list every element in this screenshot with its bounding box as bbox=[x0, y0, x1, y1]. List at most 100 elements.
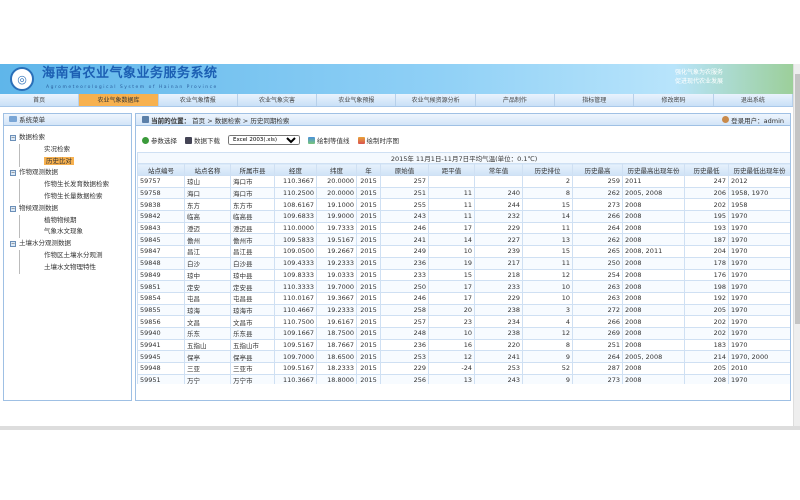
menu-item[interactable]: 作物生长量数据检索 bbox=[19, 190, 131, 203]
table-row[interactable]: 59855 琼海 琼海市 110.4667 19.2333 2015 258 20 238 3 27… bbox=[137, 303, 790, 317]
table-row[interactable]: 59849 琼中 琼中县 109.8333 19.0333 2015 233 15 218 12 2… bbox=[137, 268, 790, 282]
table-row[interactable]: 59854 屯昌 屯昌县 110.0167 19.3667 2015 246 17 229 10 2… bbox=[137, 291, 790, 305]
format-select[interactable]: Excel 2003(.xls) bbox=[228, 135, 300, 145]
table-row[interactable]: 59851 定安 定安县 110.3333 19.7000 2015 250 17 233 10 2… bbox=[137, 280, 790, 293]
table-cell: 琼海 bbox=[184, 303, 231, 317]
current-user: 登录用户：admin bbox=[731, 116, 784, 125]
table-cell: 258 bbox=[380, 303, 429, 317]
table-row[interactable]: 59945 保亭 保亭县 109.7000 18.6500 2015 253 12 241 9 26… bbox=[137, 350, 790, 363]
table-cell: 2015 bbox=[356, 280, 381, 293]
table-row[interactable]: 59941 五指山 五指山市 109.5167 18.7667 2015 236 16 220 8… bbox=[137, 338, 790, 352]
table-cell: 2008 bbox=[622, 256, 685, 270]
menu-item[interactable]: 土壤水文物理特性 bbox=[19, 261, 131, 274]
table-row[interactable]: 59847 昌江 昌江县 109.0500 19.2667 2015 249 10 239 15 2… bbox=[137, 245, 790, 258]
column-header[interactable]: 年 bbox=[356, 163, 381, 176]
column-header[interactable]: 所属市县 bbox=[230, 163, 275, 176]
table-cell: 2015 bbox=[356, 245, 381, 258]
column-header[interactable]: 常年值 bbox=[474, 163, 523, 176]
nav-item[interactable]: 农业气候资源分析 bbox=[396, 94, 476, 106]
table-cell: 2008, 2011 bbox=[622, 245, 685, 258]
table-cell: 59855 bbox=[137, 303, 185, 317]
table-cell: 108.6167 bbox=[274, 198, 317, 212]
collapse-icon[interactable]: − bbox=[10, 205, 16, 212]
table-cell: 1970 bbox=[727, 245, 790, 258]
nav-item[interactable]: 首页 bbox=[0, 94, 80, 106]
column-header[interactable]: 历史最高出现年份 bbox=[622, 163, 685, 176]
column-header[interactable]: 历史排位 bbox=[522, 163, 573, 176]
table-cell: 三亚市 bbox=[230, 362, 275, 375]
draw-timeseries-button[interactable]: 绘制时序图 bbox=[357, 135, 400, 145]
nav-item[interactable]: 农业气象数据库 bbox=[79, 94, 159, 106]
draw-contour-button[interactable]: 绘制等值线 bbox=[308, 135, 350, 145]
column-header[interactable]: 站点名称 bbox=[184, 163, 231, 176]
nav-item[interactable]: 农业气象灾害 bbox=[238, 94, 318, 106]
table-cell: 16 bbox=[428, 338, 475, 352]
collapse-icon[interactable]: − bbox=[10, 241, 16, 248]
column-header[interactable]: 经度 bbox=[274, 163, 317, 176]
user-icon bbox=[722, 115, 730, 123]
table-cell: 110.0000 bbox=[274, 221, 317, 235]
button-label: 数据下载 bbox=[194, 137, 220, 145]
menu-item[interactable]: 植物物候期 bbox=[19, 214, 131, 227]
table-row[interactable]: 59951 万宁 万宁市 110.3667 18.8000 2015 256 13 243 9 27… bbox=[137, 373, 790, 384]
collapse-icon[interactable]: − bbox=[10, 134, 16, 141]
table-cell: 205 bbox=[684, 362, 729, 375]
menu-group[interactable]: − 土壤水分观测数据 bbox=[10, 238, 131, 250]
table-row[interactable]: 59758 海口 海口市 110.2500 20.0000 2015 251 11 240 8 26… bbox=[137, 186, 790, 200]
menu-item[interactable]: 实况检索 bbox=[19, 143, 131, 156]
nav-item[interactable]: 退出系统 bbox=[714, 94, 793, 106]
table-cell: 59847 bbox=[137, 245, 185, 258]
table-row[interactable]: 59940 乐东 乐东县 109.1667 18.7500 2015 248 10 238 12 2… bbox=[137, 326, 790, 340]
column-header[interactable]: 历史最低 bbox=[684, 163, 729, 176]
menu-item[interactable]: 作物生长发育数据检索 bbox=[19, 179, 131, 191]
table-cell: 保亭县 bbox=[230, 350, 275, 363]
page-scrollbar[interactable] bbox=[793, 64, 800, 426]
menu-icon bbox=[9, 116, 17, 122]
collapse-icon[interactable]: − bbox=[10, 170, 16, 177]
menu-item[interactable]: 气象水文现象 bbox=[19, 226, 131, 239]
menu-group[interactable]: − 数据检索 bbox=[10, 132, 131, 144]
table-row[interactable]: 59838 东方 东方市 108.6167 19.1000 2015 255 11 244 15 2… bbox=[137, 198, 790, 212]
nav-item[interactable]: 农业气象情报 bbox=[159, 94, 238, 106]
param-select-button[interactable]: 参数选择 bbox=[142, 135, 177, 145]
table-cell: 19.2333 bbox=[316, 303, 357, 317]
table-cell: 239 bbox=[474, 245, 523, 258]
nav-item[interactable]: 产品制作 bbox=[476, 94, 556, 106]
nav-item[interactable]: 修改密码 bbox=[634, 94, 714, 106]
table-cell: 257 bbox=[380, 175, 429, 188]
table-cell: 204 bbox=[684, 245, 729, 258]
menu-item[interactable]: 历史比对 bbox=[19, 155, 131, 168]
menu-item[interactable]: 作物区土壤水分观测 bbox=[19, 249, 131, 262]
scrollbar-thumb[interactable] bbox=[795, 74, 800, 324]
table-row[interactable]: 59757 琼山 海口市 110.3667 20.0000 2015 257 2 259 2011… bbox=[137, 175, 790, 188]
column-header[interactable]: 站点编号 bbox=[137, 163, 185, 176]
table-row[interactable]: 59845 儋州 儋州市 109.5833 19.5167 2015 241 14 227 13 2… bbox=[137, 233, 790, 247]
column-header[interactable]: 历史最低出现年份 bbox=[727, 163, 790, 176]
table-row[interactable]: 59856 文昌 文昌市 110.7500 19.6167 2015 257 23 234 4 26… bbox=[137, 315, 790, 328]
menu-item-label: 作物生长发育数据检索 bbox=[44, 180, 109, 189]
table-row[interactable]: 59848 白沙 白沙县 109.4333 19.2333 2015 236 19 217 11 2… bbox=[137, 256, 790, 270]
column-header[interactable]: 纬度 bbox=[316, 163, 357, 176]
breadcrumb-path[interactable]: 首页 > 数据检索 > 历史同期检索 bbox=[192, 116, 290, 125]
table-cell: 2005, 2008 bbox=[622, 186, 685, 200]
column-header[interactable]: 距平值 bbox=[428, 163, 475, 176]
menu-item-label: 土壤水文物理特性 bbox=[44, 262, 96, 271]
column-header[interactable]: 历史最高 bbox=[572, 163, 623, 176]
table-cell: 19.7000 bbox=[316, 280, 357, 293]
table-cell: 19.2333 bbox=[316, 256, 357, 270]
table-row[interactable]: 59842 临高 临高县 109.6833 19.9000 2015 243 11 232 14 2… bbox=[137, 210, 790, 223]
table-row[interactable]: 59948 三亚 三亚市 109.5167 18.2333 2015 229 -24 253 52… bbox=[137, 362, 790, 375]
location-icon bbox=[142, 115, 149, 123]
table-row[interactable]: 59843 澄迈 澄迈县 110.0000 19.7333 2015 246 17 229 11 2… bbox=[137, 221, 790, 235]
menu-group[interactable]: − 物候观测数据 bbox=[10, 203, 131, 215]
column-header[interactable]: 原始值 bbox=[380, 163, 429, 176]
table-cell: 10 bbox=[522, 291, 573, 305]
table-cell: 109.4333 bbox=[274, 256, 317, 270]
nav-item[interactable]: 农业气象预报 bbox=[317, 94, 397, 106]
button-label: 绘制时序图 bbox=[366, 137, 400, 145]
download-button[interactable]: 数据下载 bbox=[185, 135, 220, 145]
main-nav: 首页 农业气象数据库 农业气象情报 农业气象灾害 农业气象预报 农业气候资源分析 产品制作指… bbox=[0, 94, 793, 107]
nav-item[interactable]: 指标管理 bbox=[555, 94, 635, 106]
menu-group[interactable]: − 作物观测数据 bbox=[10, 167, 131, 179]
table-cell: 14 bbox=[522, 210, 573, 223]
